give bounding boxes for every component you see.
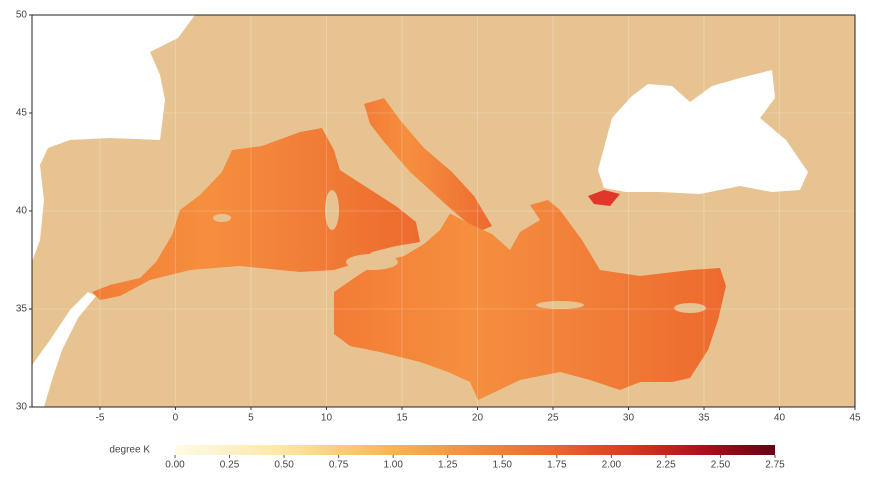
map-area (32, 15, 855, 407)
y-tick-label: 45 (16, 108, 28, 119)
y-tick-label: 30 (16, 402, 28, 413)
atlantic (32, 15, 195, 262)
x-tick-label: 5 (248, 413, 254, 424)
eastern-basin (334, 200, 726, 400)
colorbar-tick-label: 1.75 (547, 460, 567, 471)
colorbar (175, 445, 775, 455)
colorbar-tick-label: 2.00 (602, 460, 622, 471)
x-tick-label: 35 (698, 413, 710, 424)
axes: -5 0 5 10 15 20 25 30 35 40 45 30 35 40 45 50 (16, 10, 861, 424)
x-tick-label: 20 (472, 413, 484, 424)
colorbar-tick-label: 1.00 (383, 460, 403, 471)
island (674, 303, 706, 313)
island (213, 214, 231, 222)
island (325, 190, 339, 230)
x-tick-label: 45 (849, 413, 861, 424)
marmara (588, 190, 620, 206)
italy (322, 104, 452, 244)
colorbar-tick-label: 2.50 (711, 460, 731, 471)
western-basin (92, 128, 420, 300)
colorbar-tick-label: 0.00 (165, 460, 185, 471)
x-tick-label: 25 (547, 413, 559, 424)
y-tick-label: 40 (16, 206, 28, 217)
colorbar-tick-label: 2.75 (765, 460, 785, 471)
x-tick-label: 10 (321, 413, 333, 424)
colorbar-tick-label: 0.75 (329, 460, 349, 471)
colorbar-tick-label: 1.50 (493, 460, 513, 471)
colorbar-ticks: 0.00 0.25 0.50 0.75 1.00 1.25 1.50 1.75 2.00 2.25… (165, 455, 785, 471)
island (346, 254, 398, 270)
colorbar-tick-label: 2.25 (656, 460, 676, 471)
y-tick-label: 35 (16, 304, 28, 315)
x-tick-label: 15 (396, 413, 408, 424)
island (536, 301, 584, 309)
colorbar-tick-label: 0.50 (274, 460, 294, 471)
colorbar-tick-label: 0.25 (220, 460, 240, 471)
adriatic (364, 98, 492, 232)
colorbar-label: degree K (109, 445, 150, 456)
colorbar-tick-label: 1.25 (438, 460, 458, 471)
x-tick-label: 0 (173, 413, 179, 424)
black-sea (598, 70, 808, 194)
y-tick-label: 50 (16, 10, 28, 21)
x-tick-label: 30 (623, 413, 635, 424)
x-tick-label: 40 (774, 413, 786, 424)
atlantic-south (32, 292, 96, 407)
x-tick-label: -5 (96, 413, 105, 424)
